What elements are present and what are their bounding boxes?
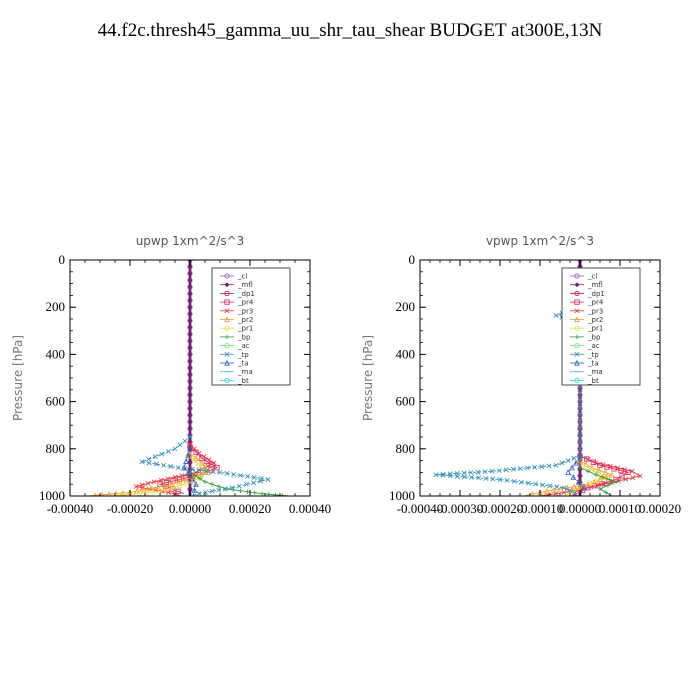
legend-entry: _pr3 bbox=[587, 307, 603, 315]
y-tick-label: 800 bbox=[46, 441, 66, 456]
x-tick-label: 0.00040 bbox=[289, 501, 331, 516]
y-axis-label: Pressure [hPa] bbox=[11, 335, 25, 421]
legend: _cl_mfl_dp1_pr4_pr3_pr2_pr1_bp_ac_tp_ta_… bbox=[211, 267, 291, 386]
x-tick-label: 0.00020 bbox=[229, 501, 271, 516]
legend-entry: _pr2 bbox=[587, 316, 603, 324]
y-tick-label: 400 bbox=[46, 346, 66, 361]
series-line-tp bbox=[140, 436, 269, 496]
legend-entry: _dp1 bbox=[237, 290, 255, 298]
figure-title: 44.f2c.thresh45_gamma_uu_shr_tau_shear B… bbox=[97, 20, 603, 41]
y-tick-label: 1000 bbox=[389, 488, 415, 503]
y-tick-label: 200 bbox=[46, 299, 66, 314]
legend-entry: _mfl bbox=[237, 281, 253, 289]
legend-entry: _pr2 bbox=[237, 316, 253, 324]
legend-entry: _bp bbox=[587, 333, 601, 341]
y-tick-label: 0 bbox=[409, 252, 416, 267]
chart-panel-1: upwp 1xm^2/s^3 Pressure [hPa] -0.00040 -0.0… bbox=[11, 234, 331, 516]
x-tick-label: 0.00020 bbox=[639, 501, 681, 516]
series-line-tp bbox=[435, 305, 581, 496]
series-line-pr2 bbox=[87, 453, 209, 496]
legend-entry: _ta bbox=[237, 360, 249, 368]
legend-entry: _cl bbox=[587, 273, 597, 281]
series-line-ta bbox=[567, 457, 585, 496]
y-tick-label: 400 bbox=[396, 346, 416, 361]
legend-entry: _tp bbox=[237, 351, 249, 359]
legend-entry: _ac bbox=[587, 342, 600, 350]
x-tick-label: -0.00040 bbox=[47, 501, 94, 516]
legend-entry: _dp1 bbox=[587, 290, 605, 298]
x-tick-label: -0.00020 bbox=[107, 501, 154, 516]
x-tick-label: -0.00030 bbox=[437, 501, 484, 516]
legend-entry: _mfl bbox=[587, 281, 603, 289]
legend: _cl_mfl_dp1_pr4_pr3_pr2_pr1_bp_ac_tp_ta_… bbox=[561, 267, 641, 386]
plot-area bbox=[87, 260, 290, 496]
legend-entry: _bp bbox=[237, 333, 251, 341]
y-tick-label: 600 bbox=[46, 394, 66, 409]
legend-entry: _ma bbox=[587, 368, 603, 376]
y-tick-label: 1000 bbox=[39, 488, 65, 503]
panel-title: vpwp 1xm^2/s^3 bbox=[486, 234, 594, 248]
legend-entry: _pr4 bbox=[587, 299, 604, 307]
legend-entry: _ma bbox=[237, 368, 253, 376]
legend-entry: _tp bbox=[587, 351, 599, 359]
legend-entry: _bt bbox=[587, 377, 599, 385]
legend-entry: _pr4 bbox=[237, 299, 254, 307]
legend-entry: _pr1 bbox=[587, 325, 603, 333]
y-tick-label: 600 bbox=[396, 394, 416, 409]
legend-entry: _pr1 bbox=[237, 325, 253, 333]
series-line-ta bbox=[183, 448, 197, 496]
legend-entry: _pr3 bbox=[237, 307, 253, 315]
legend-entry: _cl bbox=[237, 273, 247, 281]
panel-title: upwp 1xm^2/s^3 bbox=[136, 234, 245, 248]
y-tick-label: 800 bbox=[396, 441, 416, 456]
x-tick-label: -0.00040 bbox=[397, 501, 444, 516]
legend-entry: _bt bbox=[237, 377, 249, 385]
x-tick-label: -0.00020 bbox=[477, 501, 524, 516]
x-tick-label: 0.00000 bbox=[559, 501, 601, 516]
x-tick-label: 0.00000 bbox=[169, 501, 211, 516]
legend-entry: _ac bbox=[237, 342, 250, 350]
y-tick-label: 0 bbox=[59, 252, 66, 267]
y-tick-label: 200 bbox=[396, 299, 416, 314]
legend-entry: _ta bbox=[587, 360, 599, 368]
y-axis-label: Pressure [hPa] bbox=[361, 335, 375, 421]
x-tick-label: -0.00010 bbox=[517, 501, 564, 516]
x-tick-label: 0.00010 bbox=[599, 501, 641, 516]
